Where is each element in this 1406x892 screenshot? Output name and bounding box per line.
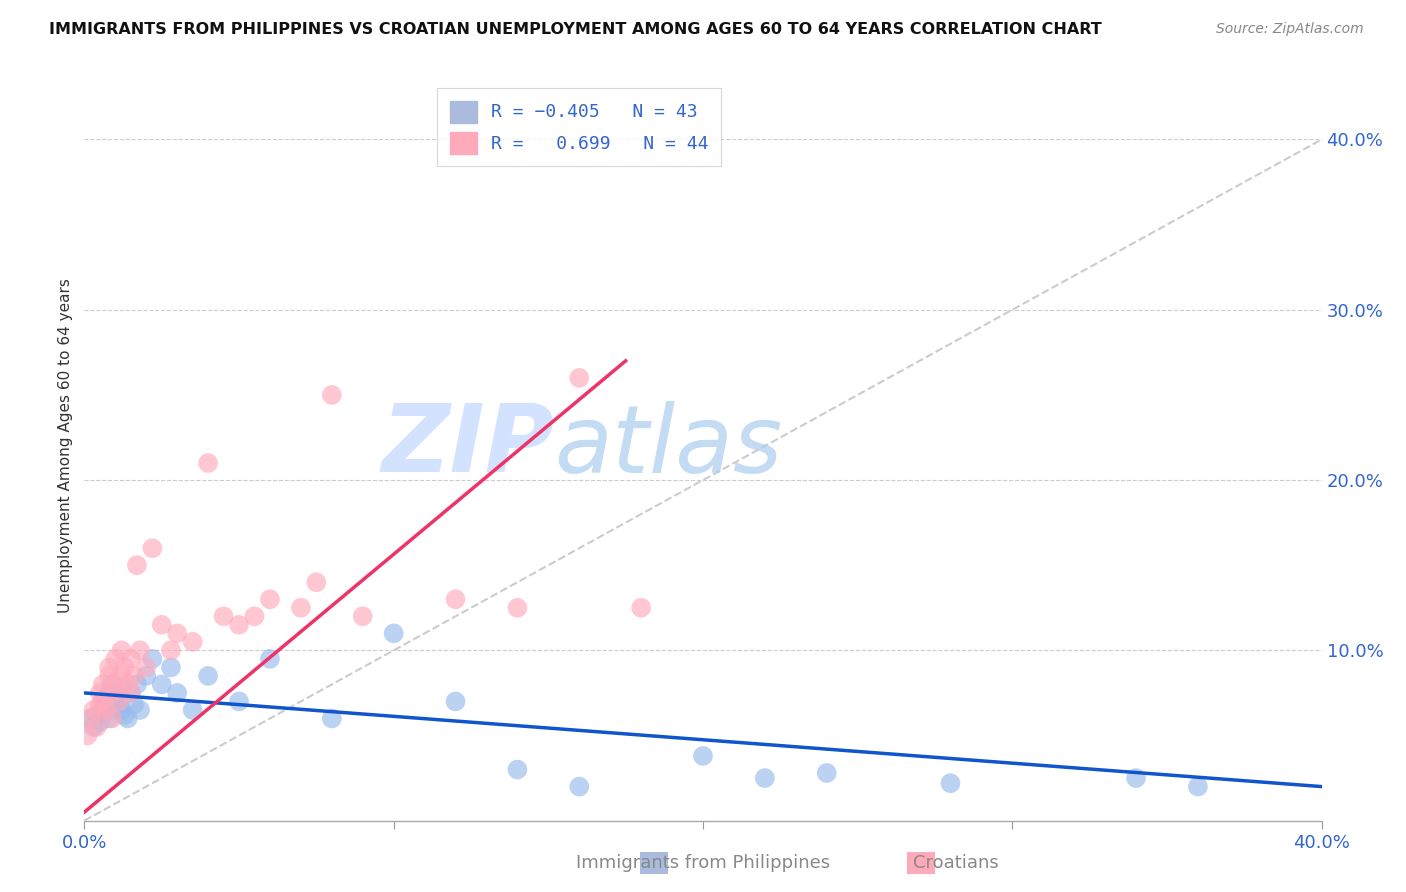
Point <box>166 626 188 640</box>
Point <box>101 686 124 700</box>
Point <box>120 686 142 700</box>
Point <box>212 609 235 624</box>
Point <box>104 677 127 691</box>
Point <box>114 708 136 723</box>
Legend: R = −0.405   N = 43, R =   0.699   N = 44: R = −0.405 N = 43, R = 0.699 N = 44 <box>437 88 721 166</box>
Point <box>91 703 114 717</box>
Point <box>122 698 145 712</box>
Point <box>166 686 188 700</box>
Point <box>1125 771 1147 785</box>
Point <box>79 711 101 725</box>
Point <box>120 686 142 700</box>
Point <box>117 711 139 725</box>
Point <box>197 456 219 470</box>
Point <box>86 708 108 723</box>
Point <box>98 660 121 674</box>
Point <box>98 711 121 725</box>
Point <box>86 720 108 734</box>
Point <box>129 643 152 657</box>
Point <box>160 643 183 657</box>
Point <box>630 600 652 615</box>
Point <box>228 694 250 708</box>
Point <box>98 669 121 683</box>
Text: atlas: atlas <box>554 401 783 491</box>
Point <box>125 558 148 573</box>
Point <box>104 652 127 666</box>
Point <box>321 711 343 725</box>
Point <box>815 766 838 780</box>
Point <box>243 609 266 624</box>
Point <box>506 763 529 777</box>
Point <box>91 694 114 708</box>
Point <box>117 677 139 691</box>
Point <box>181 635 204 649</box>
Point <box>290 600 312 615</box>
Point <box>135 669 157 683</box>
Point <box>352 609 374 624</box>
Point <box>89 714 111 729</box>
Point <box>150 677 173 691</box>
Point <box>104 698 127 712</box>
Point <box>83 703 105 717</box>
Point <box>110 643 132 657</box>
Point <box>321 388 343 402</box>
Point <box>568 780 591 794</box>
Point <box>89 686 111 700</box>
Point <box>101 711 124 725</box>
Point <box>692 748 714 763</box>
Point <box>110 669 132 683</box>
Point <box>568 371 591 385</box>
Point <box>76 729 98 743</box>
Point <box>101 677 124 691</box>
Y-axis label: Unemployment Among Ages 60 to 64 years: Unemployment Among Ages 60 to 64 years <box>58 278 73 614</box>
Point <box>135 660 157 674</box>
Point <box>98 686 121 700</box>
Point <box>506 600 529 615</box>
Point <box>110 703 132 717</box>
Point <box>110 681 132 695</box>
Point <box>122 669 145 683</box>
Point <box>107 694 129 708</box>
Text: IMMIGRANTS FROM PHILIPPINES VS CROATIAN UNEMPLOYMENT AMONG AGES 60 TO 64 YEARS C: IMMIGRANTS FROM PHILIPPINES VS CROATIAN … <box>49 22 1102 37</box>
Text: Source: ZipAtlas.com: Source: ZipAtlas.com <box>1216 22 1364 37</box>
Point <box>160 660 183 674</box>
Point <box>91 677 114 691</box>
Point <box>444 592 467 607</box>
Point <box>129 703 152 717</box>
Point <box>259 652 281 666</box>
Point <box>305 575 328 590</box>
Point <box>91 694 114 708</box>
Point <box>197 669 219 683</box>
Point <box>1187 780 1209 794</box>
Text: Immigrants from Philippines: Immigrants from Philippines <box>576 854 830 871</box>
Point <box>228 617 250 632</box>
Point <box>114 660 136 674</box>
Point <box>120 652 142 666</box>
Point <box>181 703 204 717</box>
Point <box>83 720 105 734</box>
Point <box>94 698 117 712</box>
Point <box>89 698 111 712</box>
Point <box>141 652 163 666</box>
Point <box>79 711 101 725</box>
Point <box>94 691 117 706</box>
Point <box>754 771 776 785</box>
Text: ZIP: ZIP <box>381 400 554 492</box>
Point <box>141 541 163 556</box>
Point <box>259 592 281 607</box>
Point <box>939 776 962 790</box>
Point <box>125 677 148 691</box>
Point <box>104 690 127 704</box>
Text: Croatians: Croatians <box>914 854 998 871</box>
Point <box>101 703 124 717</box>
Point <box>94 703 117 717</box>
Point <box>107 694 129 708</box>
Point <box>150 617 173 632</box>
Point <box>444 694 467 708</box>
Point <box>382 626 405 640</box>
